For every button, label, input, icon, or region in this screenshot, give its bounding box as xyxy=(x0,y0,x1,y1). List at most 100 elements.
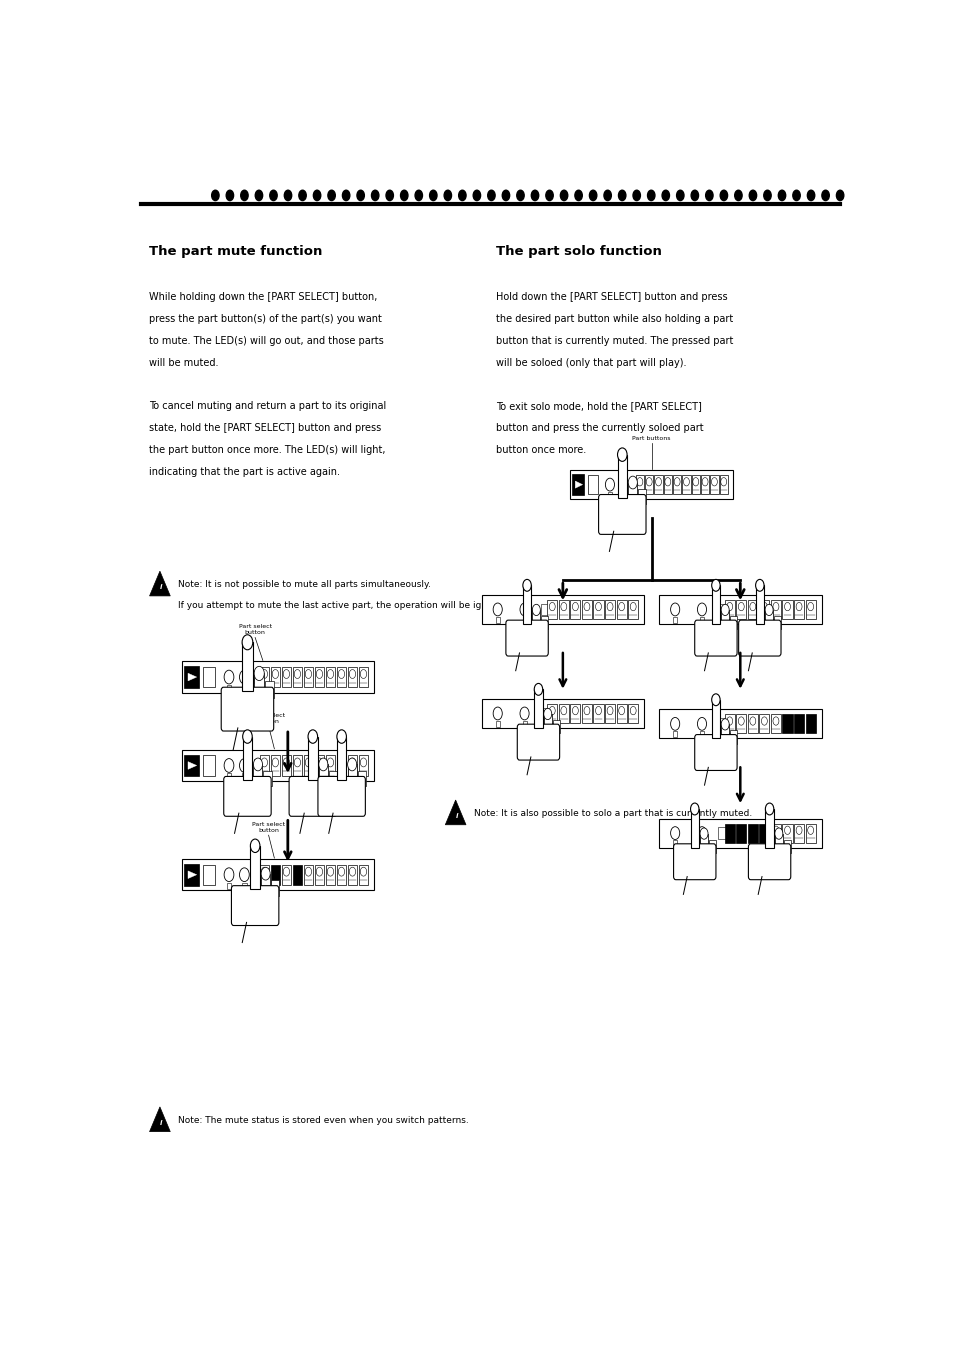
Circle shape xyxy=(444,190,451,200)
Bar xyxy=(329,771,336,786)
Text: While holding down the [PART SELECT] button,: While holding down the [PART SELECT] but… xyxy=(149,292,376,303)
Polygon shape xyxy=(188,871,196,878)
Bar xyxy=(259,667,269,688)
Bar xyxy=(620,492,624,497)
Bar xyxy=(581,704,592,723)
Bar xyxy=(616,704,626,723)
Bar xyxy=(593,704,603,723)
Circle shape xyxy=(253,758,262,771)
Circle shape xyxy=(284,190,292,200)
Bar xyxy=(314,865,324,885)
Text: button once more.: button once more. xyxy=(496,444,586,455)
Circle shape xyxy=(700,828,707,839)
Bar xyxy=(718,604,725,615)
Circle shape xyxy=(821,190,828,200)
Bar xyxy=(627,704,638,723)
Circle shape xyxy=(543,708,551,720)
Bar xyxy=(781,715,792,734)
Bar xyxy=(770,715,781,734)
Bar xyxy=(358,755,368,775)
Bar xyxy=(358,865,368,885)
Bar xyxy=(747,824,757,843)
Bar xyxy=(259,865,269,885)
Bar xyxy=(347,865,357,885)
Bar xyxy=(259,755,269,775)
Bar xyxy=(759,824,769,843)
Bar xyxy=(325,667,335,688)
Circle shape xyxy=(661,190,669,200)
Bar xyxy=(184,863,198,886)
Bar xyxy=(336,736,346,781)
Bar xyxy=(182,662,374,693)
Text: The part solo function: The part solo function xyxy=(496,246,661,258)
Bar xyxy=(700,476,708,494)
Bar xyxy=(570,470,732,499)
Bar xyxy=(773,616,781,630)
Circle shape xyxy=(415,190,422,200)
Bar xyxy=(770,600,781,619)
Circle shape xyxy=(720,604,728,616)
Bar xyxy=(681,476,690,494)
Bar xyxy=(281,865,291,885)
Bar xyxy=(552,720,559,734)
Bar xyxy=(720,609,728,628)
Bar xyxy=(271,667,280,688)
Circle shape xyxy=(347,758,356,771)
Circle shape xyxy=(342,190,350,200)
Circle shape xyxy=(633,190,639,200)
Bar xyxy=(691,476,700,494)
Polygon shape xyxy=(445,800,465,824)
Circle shape xyxy=(532,604,539,616)
Bar xyxy=(708,839,716,852)
Bar xyxy=(781,824,792,843)
Text: Note: It is not possible to mute all parts simultaneously.: Note: It is not possible to mute all par… xyxy=(178,581,431,589)
Bar xyxy=(718,827,725,839)
FancyBboxPatch shape xyxy=(738,620,781,657)
Bar xyxy=(720,724,728,742)
Bar xyxy=(604,704,615,723)
Text: button and press the currently soloed part: button and press the currently soloed pa… xyxy=(496,423,703,434)
Text: Part select
button: Part select button xyxy=(252,821,285,834)
Polygon shape xyxy=(188,673,196,681)
Bar xyxy=(242,642,253,692)
Bar xyxy=(182,750,374,781)
Text: i: i xyxy=(159,1120,162,1125)
Bar xyxy=(616,600,626,619)
Bar xyxy=(793,715,803,734)
Bar xyxy=(303,755,313,775)
Bar xyxy=(293,667,302,688)
Bar xyxy=(770,824,781,843)
Circle shape xyxy=(676,190,683,200)
Bar xyxy=(628,482,637,503)
Bar xyxy=(570,600,579,619)
Text: will be soloed (only that part will play).: will be soloed (only that part will play… xyxy=(496,358,686,367)
Bar xyxy=(700,840,703,846)
Circle shape xyxy=(531,190,538,200)
Bar xyxy=(793,600,803,619)
Text: Part buttons: Part buttons xyxy=(632,436,670,440)
Bar xyxy=(747,715,757,734)
FancyBboxPatch shape xyxy=(517,724,559,761)
Circle shape xyxy=(628,476,637,489)
Circle shape xyxy=(690,802,699,815)
Circle shape xyxy=(755,580,763,592)
Bar xyxy=(357,771,365,786)
Bar xyxy=(261,874,270,894)
Circle shape xyxy=(270,190,277,200)
Circle shape xyxy=(774,828,782,839)
Bar xyxy=(558,600,568,619)
Bar xyxy=(182,859,374,890)
Bar xyxy=(534,689,542,728)
FancyBboxPatch shape xyxy=(221,688,274,731)
Bar xyxy=(496,721,499,727)
Circle shape xyxy=(429,190,436,200)
Bar xyxy=(804,824,815,843)
FancyBboxPatch shape xyxy=(694,735,737,770)
Bar xyxy=(242,773,246,780)
Bar xyxy=(764,609,772,628)
FancyBboxPatch shape xyxy=(232,886,278,925)
Circle shape xyxy=(501,190,509,200)
Circle shape xyxy=(458,190,466,200)
Bar xyxy=(659,709,821,739)
Bar xyxy=(630,478,639,490)
